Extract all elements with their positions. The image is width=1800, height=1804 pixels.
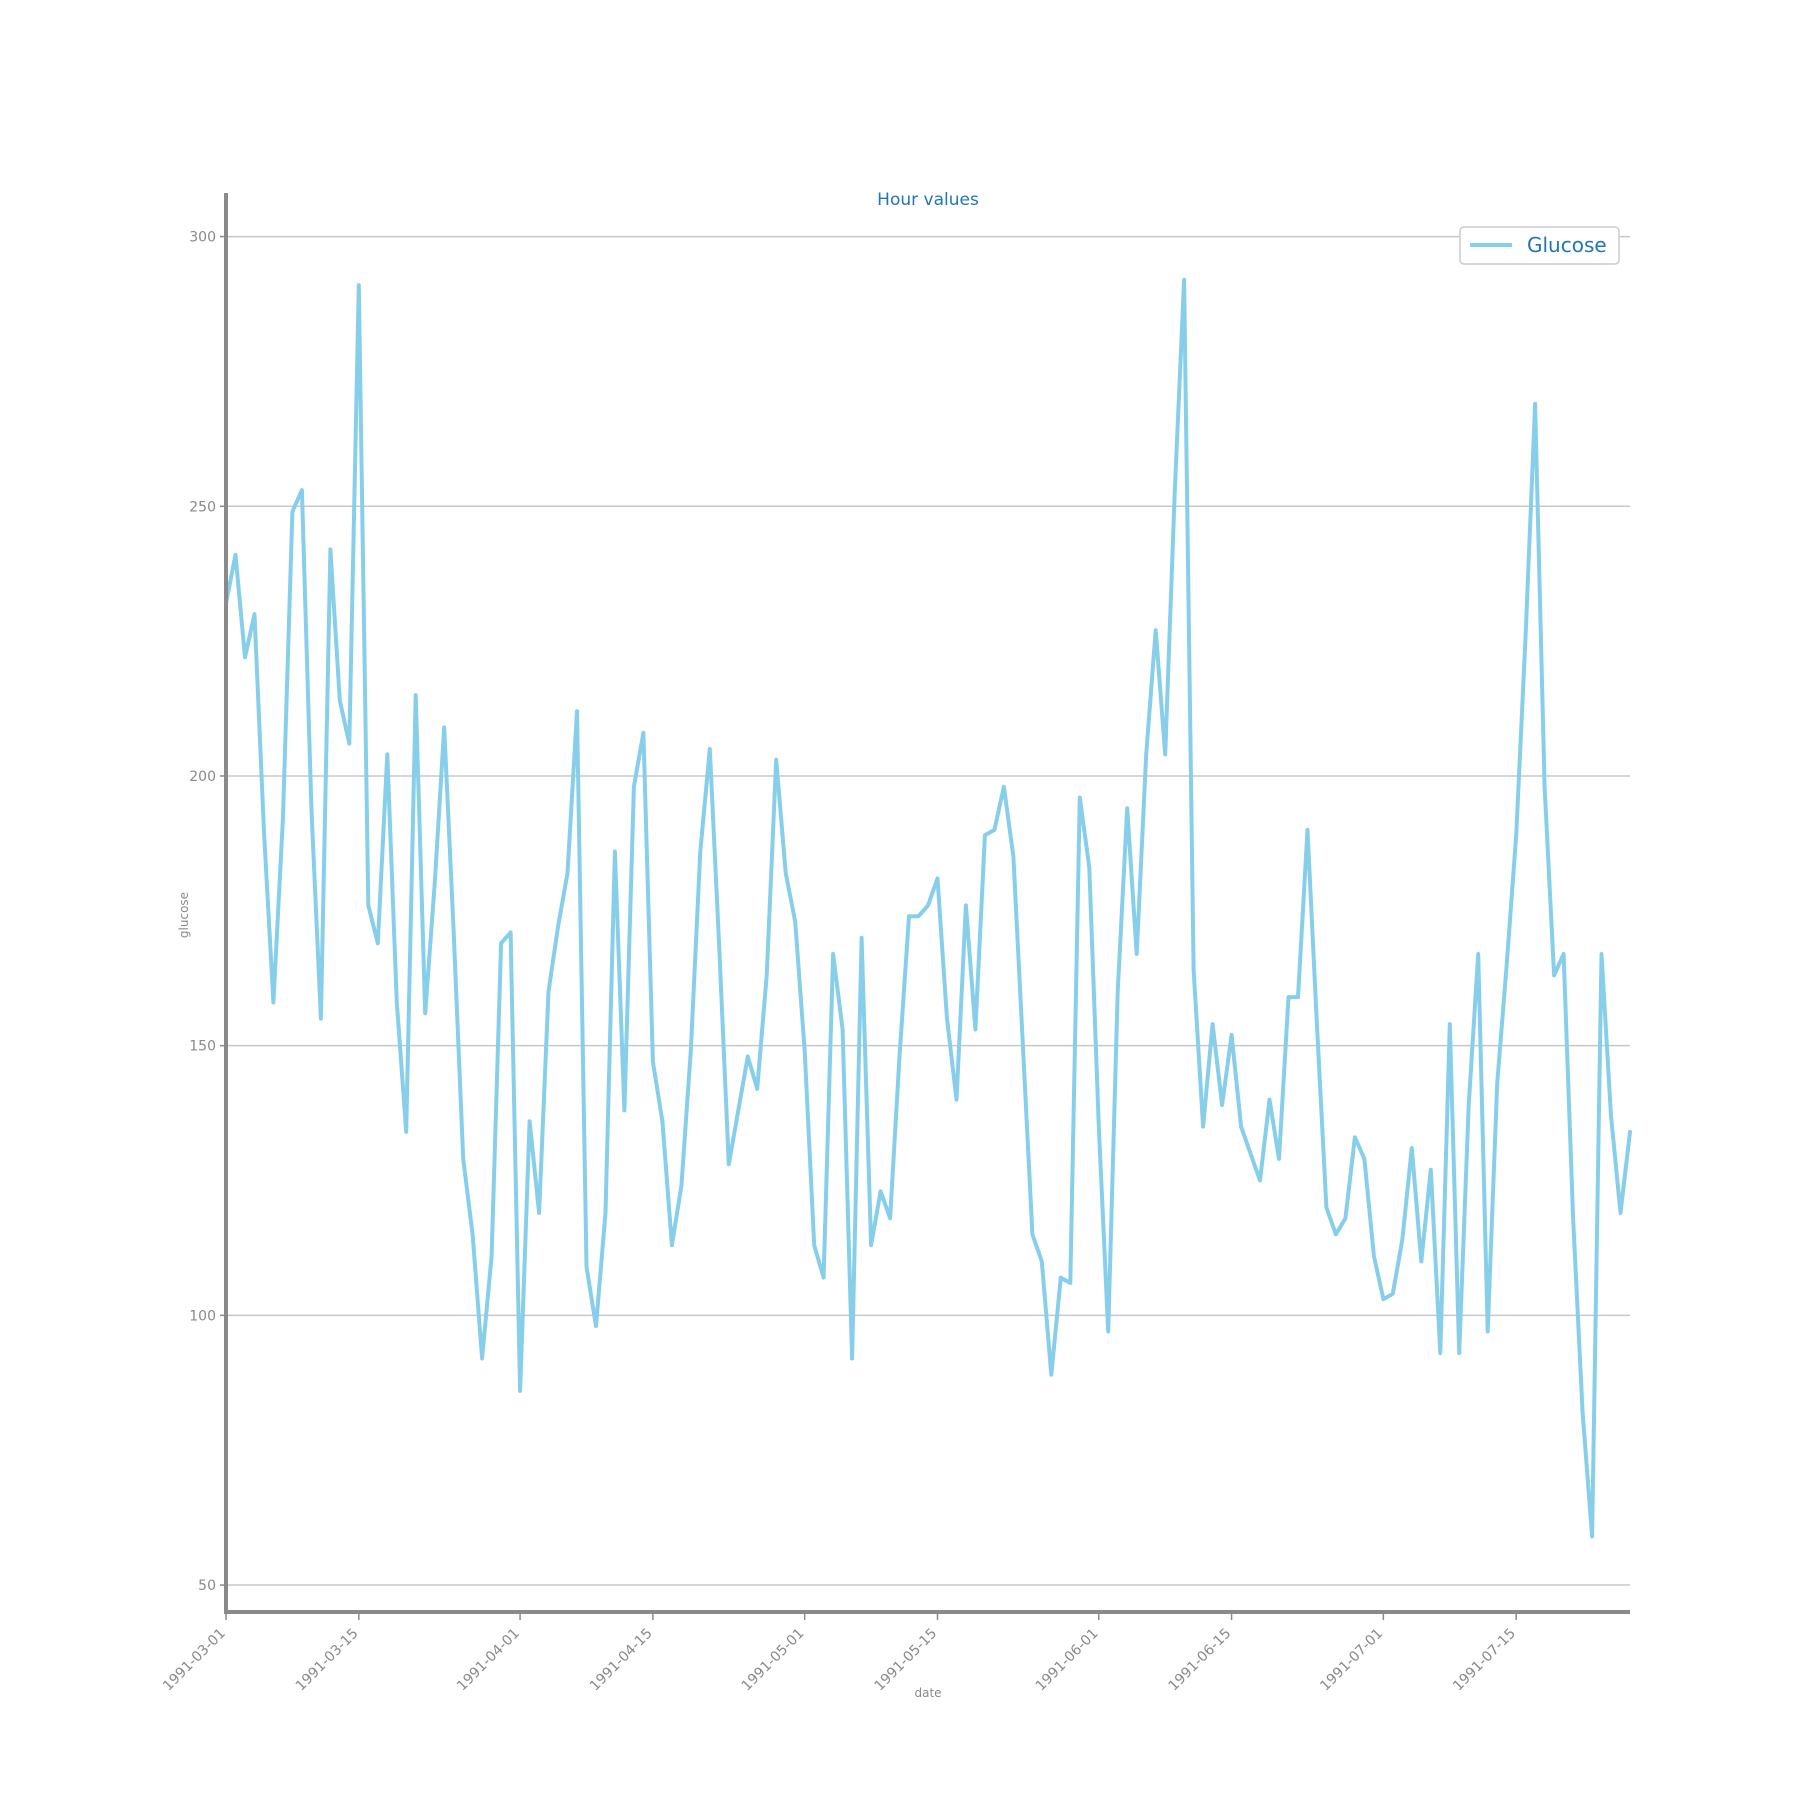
x-tick-label-1991-03-15: 1991-03-15 [293, 1626, 362, 1695]
series-line-glucose [224, 277, 1632, 1539]
legend-label-glucose: Glucose [1527, 233, 1607, 257]
y-tick-label-300: 300 [189, 230, 216, 246]
x-tick-label-1991-07-15: 1991-07-15 [1450, 1626, 1519, 1695]
y-tick-label-200: 200 [189, 769, 216, 785]
legend: Glucose [1459, 226, 1620, 265]
y-tick-label-100: 100 [189, 1308, 216, 1324]
chart-title: Hour values [877, 190, 979, 210]
y-tick-label-150: 150 [189, 1039, 216, 1055]
x-tick-label-1991-05-01: 1991-05-01 [739, 1626, 808, 1695]
series-layer [224, 277, 1632, 1539]
x-axis-label: date [914, 1686, 941, 1700]
y-tick-label-250: 250 [189, 499, 216, 515]
x-tick-label-1991-06-01: 1991-06-01 [1033, 1626, 1102, 1695]
x-tick-label-1991-05-15: 1991-05-15 [871, 1626, 940, 1695]
y-tick-label-50: 50 [198, 1578, 216, 1594]
axes [224, 193, 1630, 1614]
grid-lines [226, 235, 1630, 1586]
x-tick-label-1991-03-01: 1991-03-01 [160, 1626, 229, 1695]
x-tick-label-1991-04-15: 1991-04-15 [587, 1626, 656, 1695]
x-tick-label-1991-04-01: 1991-04-01 [454, 1626, 523, 1695]
legend-box [1459, 226, 1620, 265]
x-tick-label-1991-06-15: 1991-06-15 [1166, 1626, 1235, 1695]
y-axis-label: glucose [177, 892, 191, 938]
x-tick-label-1991-07-01: 1991-07-01 [1317, 1626, 1386, 1695]
